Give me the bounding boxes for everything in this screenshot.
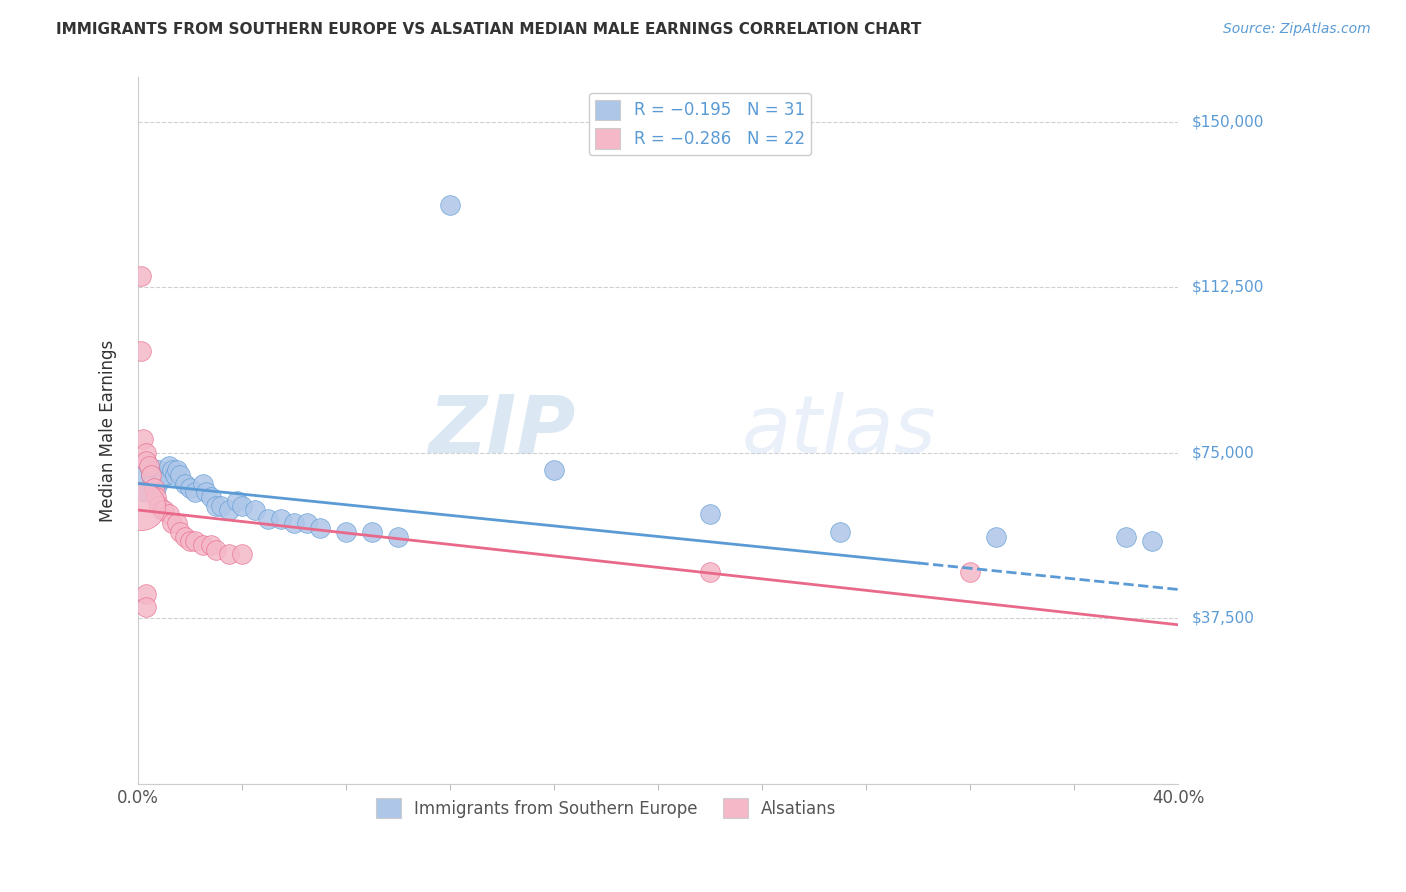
Text: ZIP: ZIP [427, 392, 575, 469]
Point [138, 458, 160, 473]
Point [200, 538, 222, 552]
Point [153, 503, 176, 517]
Point [141, 467, 163, 482]
Point [145, 490, 167, 504]
Text: $112,500: $112,500 [1191, 279, 1264, 294]
Point [150, 503, 173, 517]
Text: $75,000: $75,000 [1191, 445, 1254, 460]
Point [160, 463, 183, 477]
Point [309, 521, 332, 535]
Point [270, 512, 292, 526]
Point [194, 485, 217, 500]
Point [179, 481, 201, 495]
Point [135, 587, 157, 601]
Point [218, 547, 240, 561]
Point [141, 467, 163, 482]
Point [153, 467, 176, 482]
Point [169, 525, 191, 540]
Point [184, 485, 207, 500]
Point [174, 476, 197, 491]
Point [209, 499, 232, 513]
Point [129, 269, 152, 284]
Point [297, 516, 319, 531]
Point [160, 516, 183, 531]
Point [179, 533, 201, 548]
Point [231, 547, 253, 561]
Point [142, 481, 165, 495]
Point [135, 454, 157, 468]
Point [150, 472, 173, 486]
Point [148, 499, 170, 513]
Point [1142, 533, 1164, 548]
Point [1115, 529, 1137, 543]
Point [169, 467, 191, 482]
Point [132, 433, 155, 447]
Point [157, 508, 180, 522]
Point [205, 542, 228, 557]
Point [335, 525, 357, 540]
Point [830, 525, 852, 540]
Point [138, 458, 160, 473]
Point [699, 508, 721, 522]
Point [174, 529, 197, 543]
Point [135, 600, 157, 615]
Point [387, 529, 409, 543]
Y-axis label: Median Male Earnings: Median Male Earnings [100, 340, 117, 522]
Text: $37,500: $37,500 [1191, 611, 1254, 625]
Point [132, 476, 155, 491]
Point [142, 472, 165, 486]
Point [184, 533, 207, 548]
Legend: Immigrants from Southern Europe, Alsatians: Immigrants from Southern Europe, Alsatia… [370, 791, 844, 825]
Point [129, 499, 152, 513]
Point [361, 525, 384, 540]
Point [205, 499, 228, 513]
Text: atlas: atlas [741, 392, 936, 469]
Point [200, 490, 222, 504]
Point [257, 512, 280, 526]
Text: $150,000: $150,000 [1191, 114, 1264, 129]
Point [148, 463, 170, 477]
Point [145, 481, 167, 495]
Point [135, 445, 157, 459]
Point [129, 344, 152, 359]
Point [231, 499, 253, 513]
Point [163, 467, 186, 482]
Text: Source: ZipAtlas.com: Source: ZipAtlas.com [1223, 22, 1371, 37]
Point [218, 503, 240, 517]
Point [193, 538, 215, 552]
Point [283, 516, 305, 531]
Point [959, 565, 981, 579]
Point [439, 198, 461, 212]
Point [986, 529, 1008, 543]
Point [166, 516, 188, 531]
Point [245, 503, 267, 517]
Point [193, 476, 215, 491]
Point [157, 458, 180, 473]
Point [699, 565, 721, 579]
Point [166, 463, 188, 477]
Point [543, 463, 565, 477]
Text: IMMIGRANTS FROM SOUTHERN EUROPE VS ALSATIAN MEDIAN MALE EARNINGS CORRELATION CHA: IMMIGRANTS FROM SOUTHERN EUROPE VS ALSAT… [56, 22, 921, 37]
Point [226, 494, 249, 508]
